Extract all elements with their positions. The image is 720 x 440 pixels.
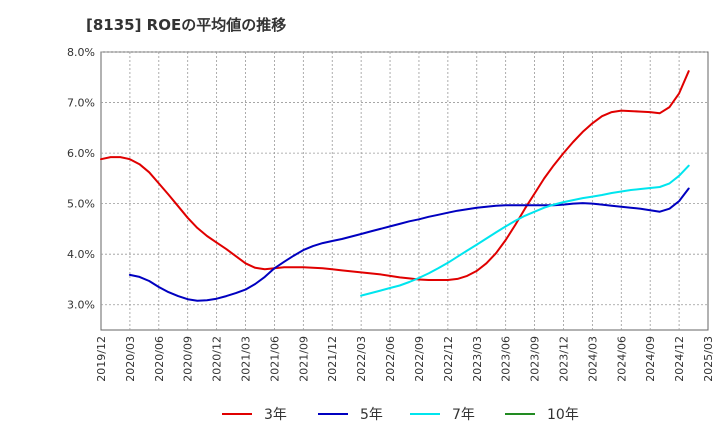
x-tick-label: 2024/09	[644, 336, 657, 382]
series-lines	[100, 70, 690, 302]
y-tick-label: 6.0%	[67, 147, 95, 160]
x-tick-label: 2019/12	[95, 336, 108, 382]
x-tick-label: 2020/09	[182, 336, 195, 382]
x-tick-label: 2023/06	[500, 336, 513, 382]
x-tick-label: 2023/12	[557, 336, 570, 382]
legend-label-3年: 3年	[264, 407, 287, 423]
y-tick-label: 7.0%	[67, 97, 95, 110]
x-tick-label: 2022/03	[355, 336, 368, 382]
y-tick-label: 3.0%	[67, 299, 95, 312]
series-line-7年	[360, 164, 690, 297]
y-tick-label: 4.0%	[67, 248, 95, 261]
x-tick-label: 2024/03	[586, 336, 599, 382]
x-tick-label: 2023/09	[529, 336, 542, 382]
legend-label-10年: 10年	[547, 407, 579, 423]
y-tick-label: 8.0%	[67, 46, 95, 59]
legend-label-7年: 7年	[452, 407, 475, 423]
x-tick-label: 2020/06	[153, 336, 166, 382]
x-tick-label: 2021/12	[326, 336, 339, 382]
x-tick-label: 2022/12	[442, 336, 455, 382]
x-tick-label: 2021/03	[240, 336, 253, 382]
x-tick-label: 2021/09	[297, 336, 310, 382]
x-tick-label: 2025/03	[702, 336, 715, 382]
x-tick-label: 2020/03	[124, 336, 137, 382]
x-tick-label: 2024/06	[615, 336, 628, 382]
series-line-5年	[128, 187, 690, 302]
chart-title: [8135] ROEの平均値の推移	[86, 16, 287, 34]
y-tick-label: 5.0%	[67, 198, 95, 211]
x-tick-label: 2020/12	[211, 336, 224, 382]
x-tick-label: 2024/12	[673, 336, 686, 382]
x-axis-ticks: 2019/12 2020/03 2020/06 2020/09 2020/12 2021/…	[95, 336, 715, 382]
x-tick-label: 2022/06	[384, 336, 397, 382]
series-line-3年	[100, 70, 690, 281]
plot-area	[100, 51, 709, 331]
legend: 3年 5年 7年 10年	[222, 407, 579, 423]
grid-lines	[101, 51, 708, 330]
x-tick-label: 2021/06	[268, 336, 281, 382]
legend-label-5年: 5年	[360, 407, 383, 423]
y-axis-ticks: 3.0% 4.0% 5.0% 6.0% 7.0% 8.0%	[67, 46, 95, 312]
x-tick-label: 2022/09	[413, 336, 426, 382]
plot-border	[100, 51, 709, 331]
x-tick-label: 2023/03	[471, 336, 484, 382]
